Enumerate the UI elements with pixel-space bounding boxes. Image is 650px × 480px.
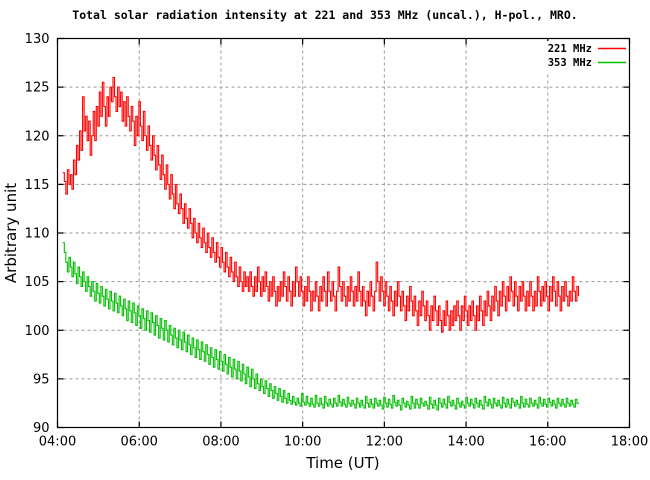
- y-tick-label: 110: [25, 227, 50, 242]
- y-tick-label: 105: [25, 275, 50, 290]
- x-tick-label: 04:00: [39, 435, 76, 450]
- x-tick-label: 18:00: [611, 435, 648, 450]
- x-tick-label: 08:00: [202, 435, 239, 450]
- y-tick-label: 115: [25, 178, 50, 193]
- legend-item-353-mhz-label: 353 MHz: [548, 57, 592, 69]
- y-tick-label: 90: [33, 421, 50, 436]
- y-tick-label: 125: [25, 81, 50, 96]
- x-tick-label: 14:00: [447, 435, 484, 450]
- data-series-layer: [62, 76, 579, 411]
- y-tick-label: 95: [33, 372, 50, 387]
- series-line-221-mhz: [62, 76, 579, 333]
- plot-frame: [56, 37, 631, 429]
- legend-background: [497, 41, 628, 73]
- series-line-353-mhz: [62, 242, 579, 411]
- y-axis-tick-labels: 90 95 100 105 110 115 120 125 130: [25, 32, 50, 436]
- chart-title: Total solar radiation intensity at 221 a…: [72, 8, 577, 22]
- x-tick-label: 06:00: [120, 435, 157, 450]
- legend-item-221-mhz-label: 221 MHz: [548, 43, 592, 55]
- gridlines: [57, 38, 630, 428]
- y-axis-title: Arbitrary unit: [2, 183, 20, 283]
- y-tick-label: 120: [25, 129, 50, 144]
- x-axis-title: Time (UT): [305, 454, 379, 472]
- x-axis-tick-labels: 04:00 06:00 08:00 10:00 12:00 14:00 16:00 18:00: [39, 435, 648, 450]
- y-tick-label: 130: [25, 32, 50, 47]
- y-tick-label: 100: [25, 324, 50, 339]
- chart-legend: 221 MHz 353 MHz: [497, 41, 628, 73]
- x-tick-label: 10:00: [284, 435, 321, 450]
- x-tick-label: 12:00: [366, 435, 403, 450]
- x-tick-label: 16:00: [529, 435, 566, 450]
